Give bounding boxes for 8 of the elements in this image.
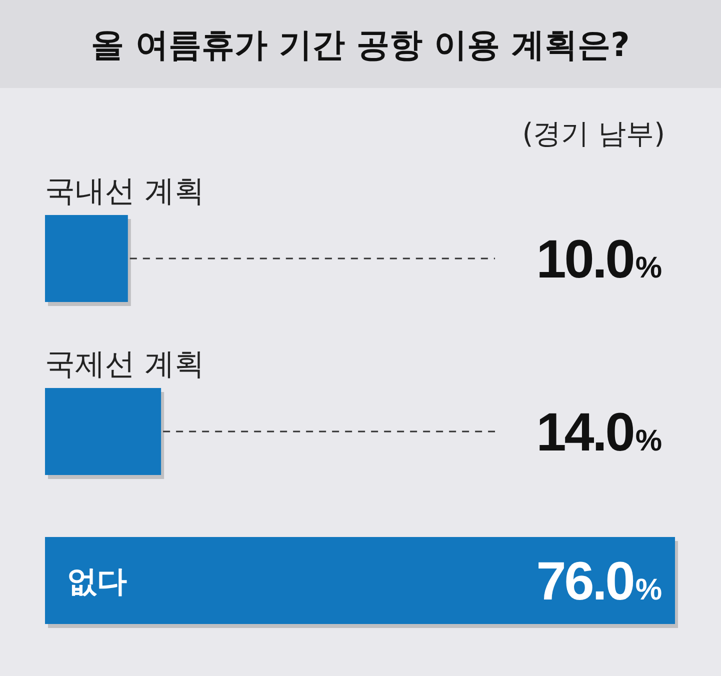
text: (경기 남부) xyxy=(522,117,665,150)
chart-title: 올 여름휴가 기간 공항 이용 계획은? xyxy=(91,25,630,64)
data-label: 76.0% xyxy=(536,552,662,612)
data-label: 10.0% xyxy=(536,230,662,290)
y-tick-label: 없다 xyxy=(67,564,127,600)
y-tick-label: 국제선 계획 xyxy=(45,347,205,382)
data-label: 14.0% xyxy=(536,402,662,462)
y-tick-label: 국내선 계획 xyxy=(45,174,205,209)
